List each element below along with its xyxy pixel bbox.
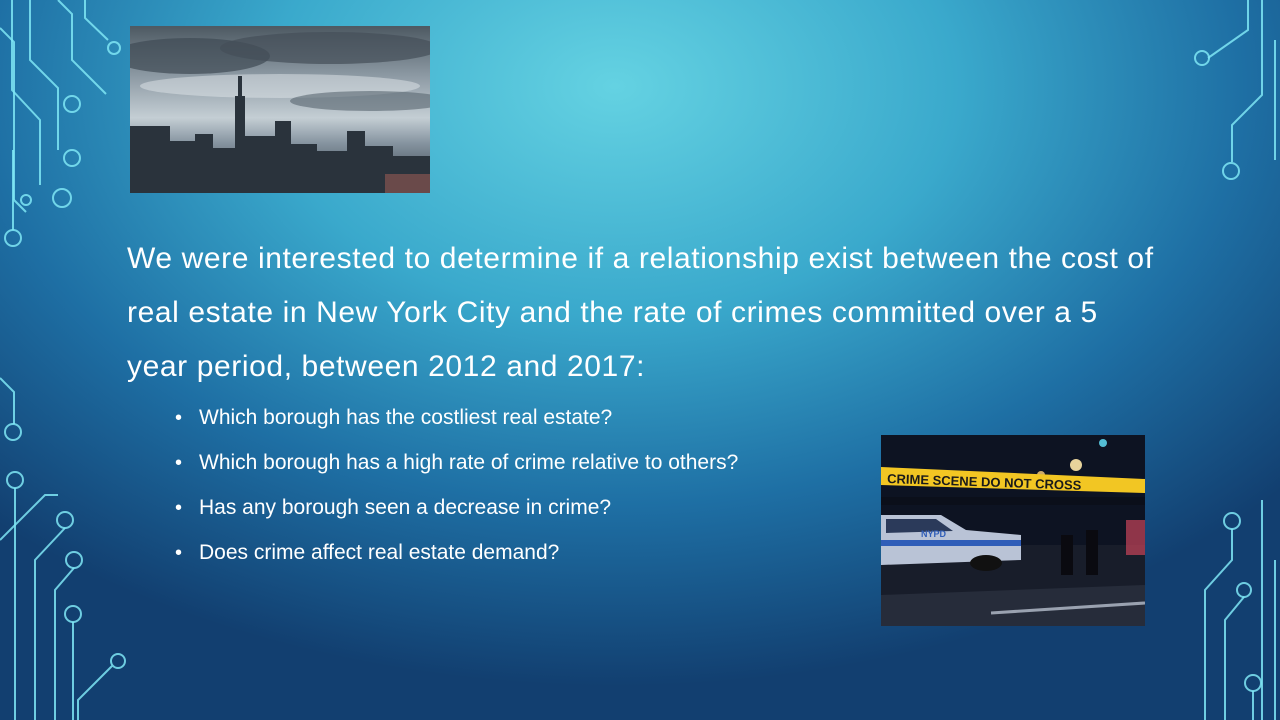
bullet-icon: •: [175, 542, 183, 564]
city-skyline-photo: [130, 26, 430, 193]
question-text: Which borough has the costliest real est…: [199, 406, 613, 429]
bullet-icon: •: [175, 497, 183, 519]
car-text: NYPD: [921, 529, 947, 539]
intro-paragraph: We were interested to determine if a rel…: [127, 242, 1154, 383]
bullet-icon: •: [175, 407, 183, 429]
question-list: • Which borough has the costliest real es…: [175, 397, 738, 577]
question-text: Which borough has a high rate of crime r…: [199, 451, 739, 474]
question-text: Has any borough seen a decrease in crime…: [199, 496, 612, 519]
list-item: • Does crime affect real estate demand?: [175, 532, 738, 577]
tape-text: CRIME SCENE DO NOT CROSS: [887, 471, 1082, 493]
question-text: Does crime affect real estate demand?: [199, 541, 560, 564]
crime-scene-photo: CRIME SCENE DO NOT CROSS NYPD: [881, 435, 1145, 626]
list-item: • Which borough has a high rate of crime …: [175, 442, 738, 487]
list-item: • Which borough has the costliest real es…: [175, 397, 738, 442]
list-item: • Has any borough seen a decrease in crim…: [175, 487, 738, 532]
bullet-icon: •: [175, 452, 183, 474]
